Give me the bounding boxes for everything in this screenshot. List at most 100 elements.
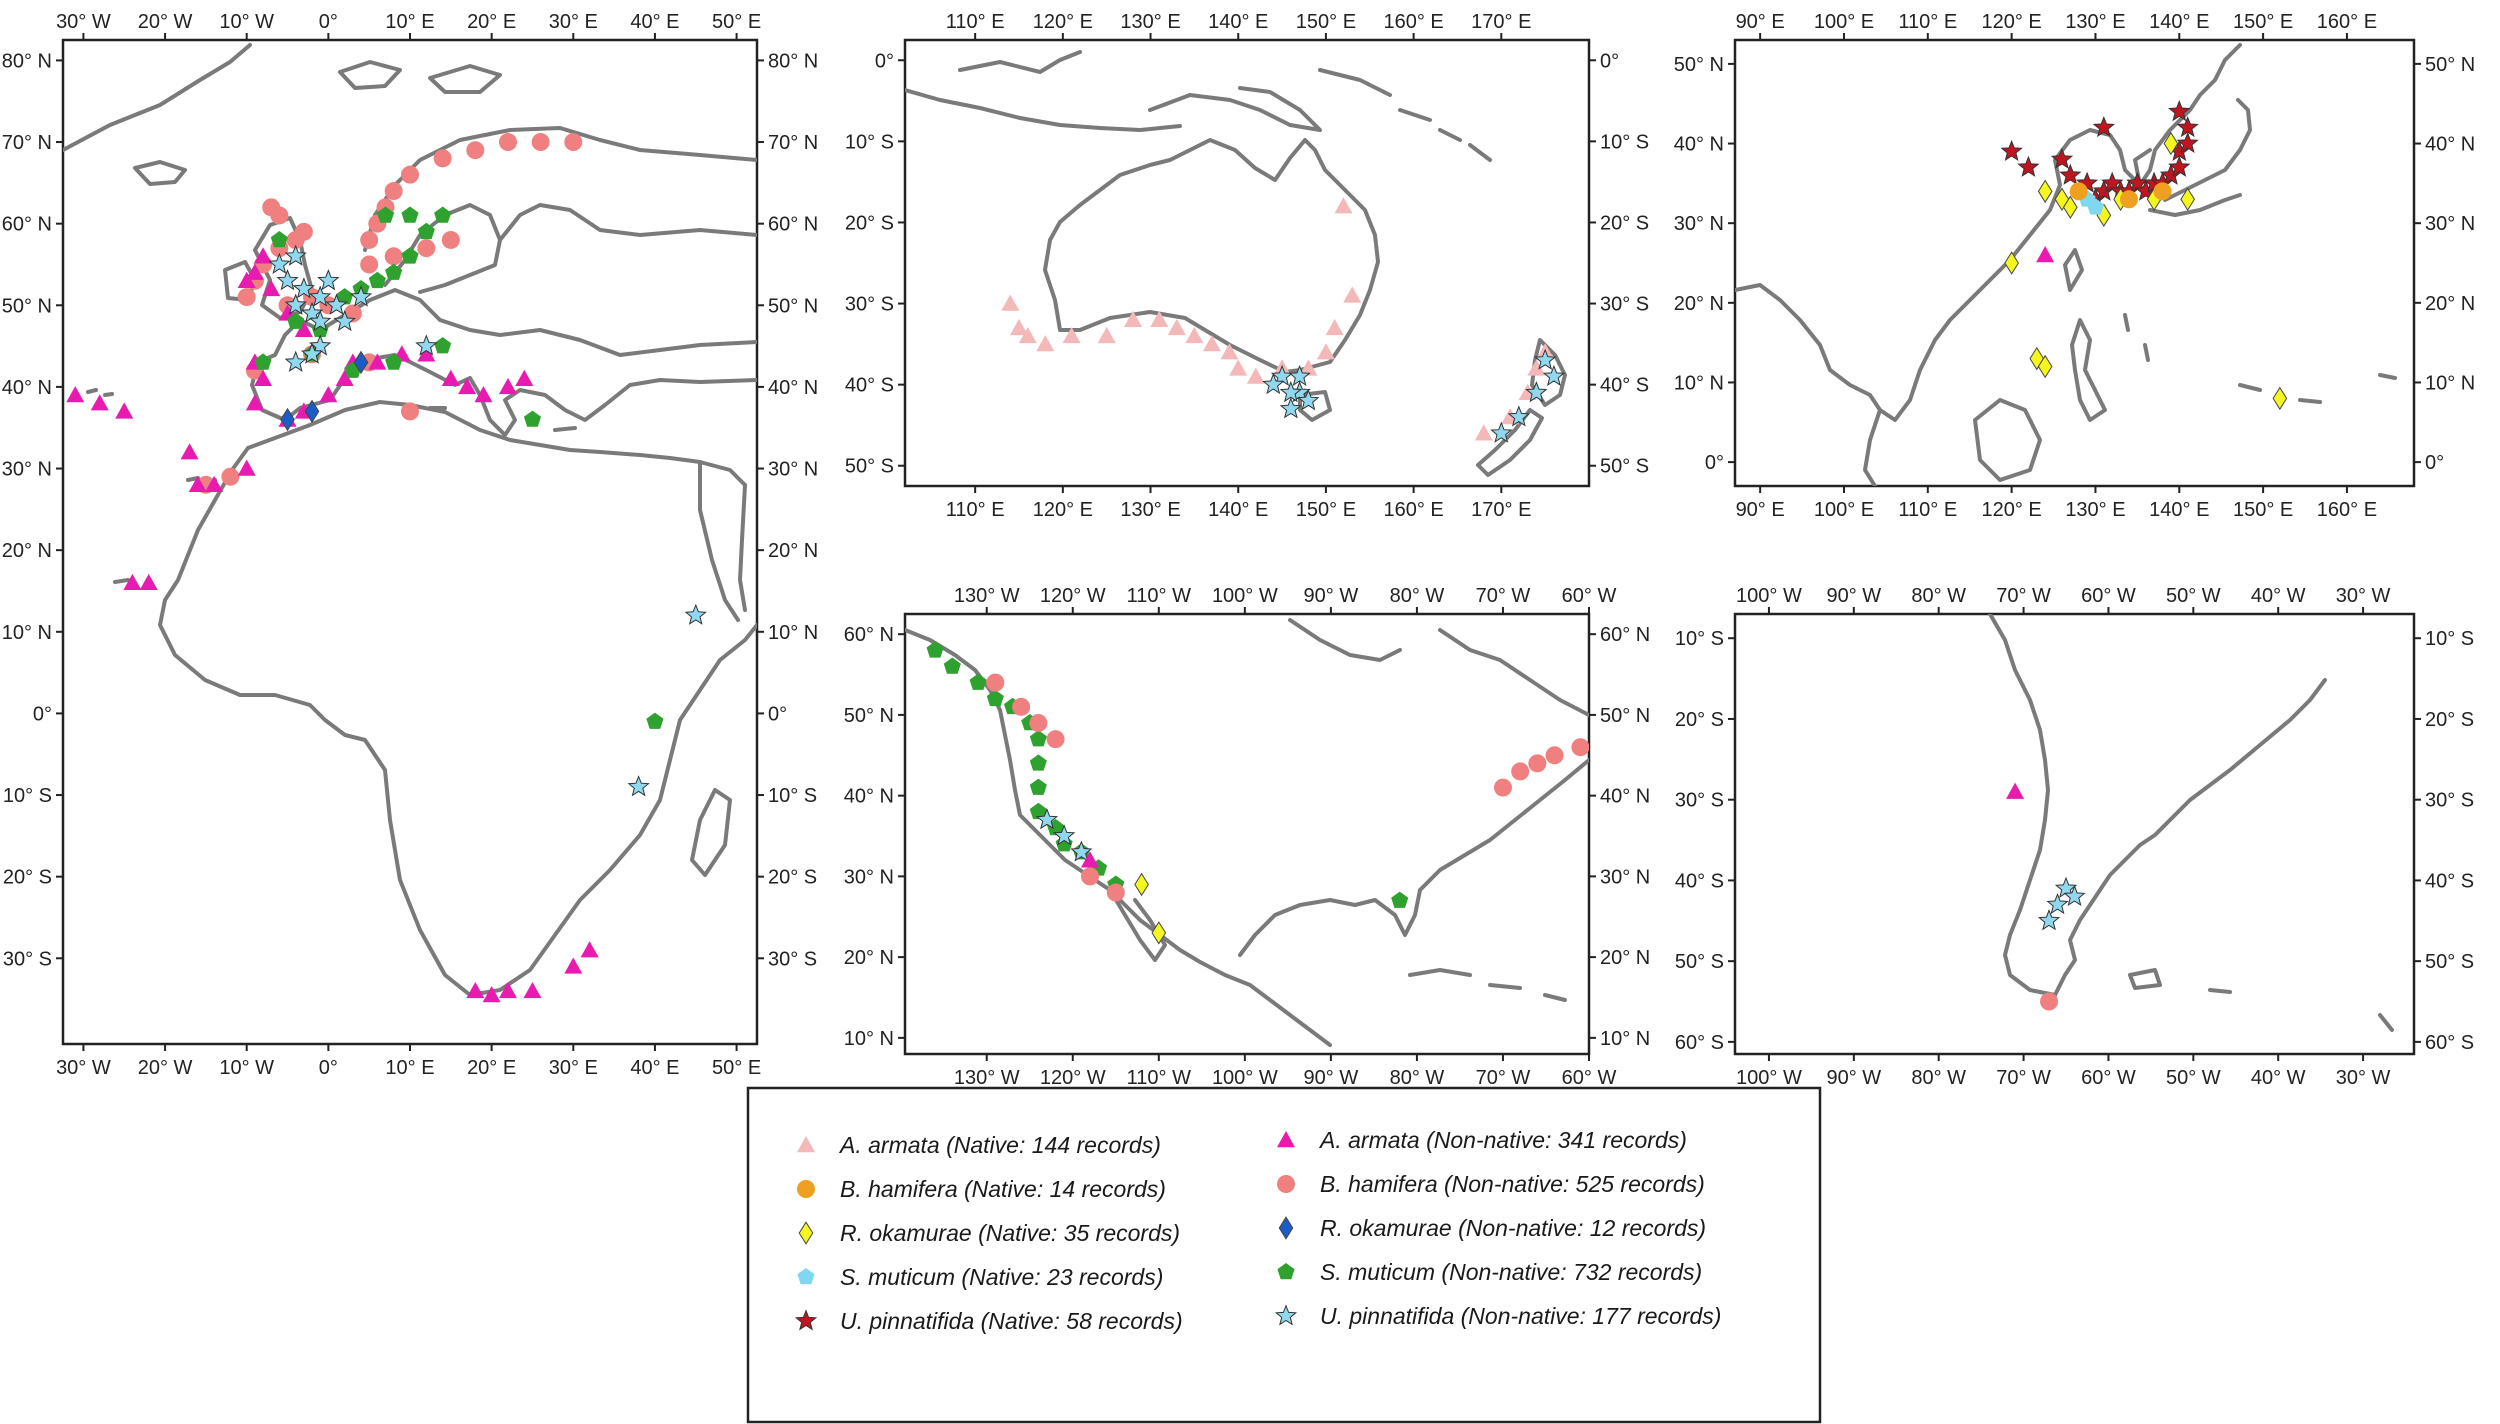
- legend-item-left-4: U. pinnatifida (Native: 58 records): [794, 1308, 1183, 1334]
- legend-item-left-1: B. hamifera (Native: 14 records): [797, 1176, 1166, 1202]
- occurrence-marker: [2000, 139, 2023, 162]
- occurrence-marker: [2176, 115, 2199, 138]
- lon-tick-label-bottom: 100° W: [1212, 1067, 1278, 1089]
- lon-tick-label-top: 80° W: [1390, 585, 1445, 607]
- occurrence-marker: [360, 255, 379, 274]
- lat-tick-label-right: 40° N: [2425, 134, 2475, 156]
- lat-tick-label-right: 30° N: [1600, 866, 1650, 888]
- lat-tick-label-right: 50° N: [768, 295, 818, 317]
- legend-item-right-3: S. muticum (Non-native: 732 records): [1277, 1259, 1702, 1285]
- lat-tick-label-left: 70° N: [2, 132, 52, 154]
- occurrence-marker: [2075, 171, 2099, 193]
- legend-species: S. muticum: [1320, 1259, 1441, 1285]
- occurrence-marker: [123, 573, 142, 591]
- lat-tick-label-left: 30° S: [1675, 790, 1724, 812]
- occurrence-marker: [1391, 891, 1409, 908]
- lon-tick-label-top: 110° E: [946, 11, 1005, 33]
- lon-tick-label-top: 60° W: [1562, 585, 1617, 607]
- lon-tick-label-bottom: 40° W: [2251, 1067, 2306, 1089]
- occurrence-marker: [969, 673, 987, 690]
- markers-europe-africa: [280, 350, 369, 432]
- lon-tick-label-top: 0°: [319, 11, 338, 33]
- coastline: [1988, 614, 2394, 1032]
- lat-tick-label-right: 50° S: [2425, 951, 2474, 973]
- map-europe-africa: [61, 38, 759, 1046]
- legend-item-left-3: S. muticum (Native: 23 records): [797, 1264, 1163, 1290]
- occurrence-marker: [317, 269, 340, 291]
- occurrence-marker: [1029, 802, 1047, 820]
- lat-tick-label-left: 20° S: [845, 212, 894, 234]
- lat-tick-label-right: 0°: [768, 703, 787, 725]
- legend-item-right-1: B. hamifera (Non-native: 525 records): [1277, 1171, 1705, 1197]
- occurrence-marker: [1533, 348, 1557, 370]
- occurrence-marker: [292, 277, 316, 299]
- occurrence-marker: [1262, 372, 1285, 395]
- lat-tick-label-right: 80° N: [768, 50, 818, 72]
- lat-tick-label-right: 0°: [2425, 452, 2444, 474]
- occurrence-marker: [417, 345, 436, 362]
- lon-tick-label-top: 100° W: [1736, 585, 1802, 607]
- legend-label: S. muticum (Non-native: 732 records): [1320, 1259, 1702, 1285]
- occurrence-marker: [353, 350, 369, 375]
- occurrence-marker: [245, 263, 264, 280]
- occurrence-marker: [333, 309, 356, 332]
- occurrence-marker: [401, 165, 419, 184]
- lat-tick-label-left: 40° N: [1674, 134, 1724, 156]
- lat-tick-label-left: 30° N: [1674, 213, 1724, 235]
- occurrence-marker: [115, 402, 134, 419]
- map-south-america: [1733, 612, 2416, 1056]
- ticks-australia-nz: 110° E 110° E 120° E 120° E 130° E 130° E 140°…: [845, 11, 1649, 521]
- lat-tick-label-left: 40° S: [845, 375, 894, 397]
- occurrence-marker: [1052, 824, 1076, 846]
- occurrence-marker: [2086, 198, 2104, 215]
- occurrence-marker: [325, 293, 348, 315]
- lat-tick-label-right: 20° N: [1600, 947, 1650, 969]
- markers-south-america: [2037, 876, 2086, 931]
- occurrence-markers: [66, 99, 2288, 1011]
- occurrence-marker: [139, 573, 158, 591]
- lat-tick-label-right: 40° S: [1600, 375, 1649, 397]
- lon-tick-label-bottom: 160° E: [1383, 499, 1443, 521]
- legend-circle-icon: [797, 1180, 815, 1198]
- occurrence-marker: [482, 986, 501, 1003]
- lat-tick-label-right: 10° S: [1600, 131, 1649, 153]
- occurrence-marker: [2063, 884, 2086, 906]
- lon-tick-label-top: 120° E: [1033, 11, 1093, 33]
- lon-tick-label-bottom: 130° E: [2065, 499, 2125, 521]
- lon-tick-label-bottom: 90° W: [1826, 1067, 1881, 1089]
- legend-species: B. hamifera: [840, 1176, 964, 1202]
- lat-tick-label-left: 50° S: [845, 456, 894, 478]
- occurrence-marker: [2017, 155, 2040, 177]
- occurrence-marker: [441, 369, 460, 386]
- lon-tick-label-bottom: 20° E: [467, 1057, 516, 1079]
- occurrence-marker: [2037, 354, 2053, 379]
- occurrence-marker: [287, 312, 305, 329]
- lat-tick-label-right: 50° N: [2425, 54, 2475, 76]
- occurrence-marker: [2168, 155, 2191, 177]
- lon-tick-label-bottom: 70° W: [1476, 1067, 1531, 1089]
- lon-tick-label-bottom: 50° W: [2166, 1067, 2221, 1089]
- lon-tick-label-top: 40° E: [630, 11, 679, 33]
- map-frame: [1733, 38, 2416, 488]
- ticks-east-asia: 90° E 90° E 100° E 100° E 110° E 110° E 120° E…: [1674, 11, 2476, 521]
- occurrence-marker: [1542, 364, 1566, 387]
- legend-label: U. pinnatifida (Non-native: 177 records): [1320, 1303, 1721, 1329]
- occurrence-marker: [1493, 778, 1512, 797]
- occurrence-marker: [1229, 359, 1248, 376]
- lon-tick-label-bottom: 90° E: [1736, 499, 1785, 521]
- occurrence-marker: [466, 141, 485, 160]
- lat-tick-label-left: 50° N: [1674, 54, 1724, 76]
- lat-tick-label-left: 50° N: [844, 705, 894, 727]
- lat-tick-label-right: 50° S: [1600, 456, 1649, 478]
- lat-tick-label-left: 0°: [875, 50, 894, 72]
- map-australia-nz: [903, 38, 1591, 488]
- legend-label: B. hamifera (Native: 14 records): [840, 1176, 1166, 1202]
- occurrence-marker: [1279, 397, 1302, 419]
- legend-diamond-icon: [798, 1221, 814, 1245]
- legend-label: A. armata (Native: 144 records): [838, 1132, 1161, 1158]
- occurrence-marker: [2004, 251, 2019, 275]
- lon-tick-label-bottom: 120° E: [1981, 499, 2041, 521]
- lat-tick-label-left: 40° N: [2, 377, 52, 399]
- occurrence-marker: [1474, 424, 1493, 441]
